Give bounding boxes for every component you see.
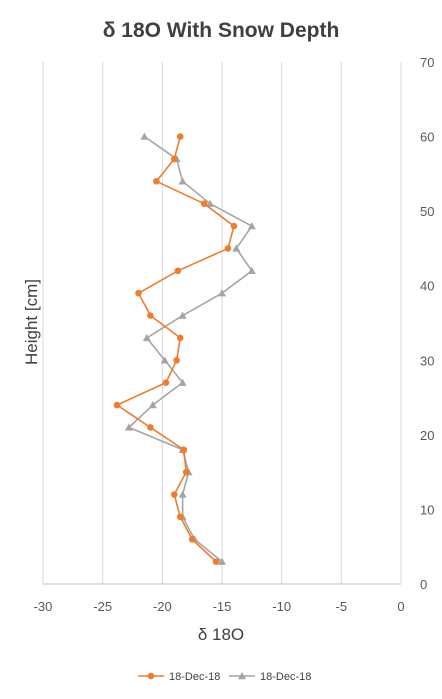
data-point: [247, 266, 256, 274]
data-point: [174, 267, 182, 275]
data-point: [142, 333, 151, 342]
data-point: [176, 334, 184, 342]
y-tick-label: 20: [420, 428, 434, 443]
x-tick-label: -15: [213, 599, 232, 614]
y-tick-label: 10: [420, 502, 434, 517]
data-point: [178, 177, 187, 185]
series-line: [128, 135, 253, 563]
data-point: [200, 200, 208, 207]
data-point: [140, 132, 149, 140]
x-tick-label: -30: [34, 599, 53, 614]
chart-title: δ 18O With Snow Depth: [103, 19, 340, 42]
x-tick-label: -10: [272, 599, 291, 614]
data-point: [148, 401, 157, 409]
x-tick-label: -5: [336, 599, 348, 614]
data-point: [170, 155, 178, 163]
legend-label: 18-Dec-18: [169, 671, 220, 683]
data-point: [170, 491, 178, 498]
data-point: [206, 199, 215, 207]
data-point: [160, 356, 169, 364]
data-point: [188, 535, 196, 543]
data-point: [212, 558, 220, 565]
data-point: [247, 222, 256, 230]
gridlines: [42, 62, 402, 584]
data-point: [182, 468, 190, 476]
data-point: [162, 379, 170, 386]
series-1: [113, 133, 238, 565]
y-tick-label: 70: [420, 55, 434, 70]
data-point: [180, 446, 188, 454]
data-point: [178, 311, 187, 319]
data-point: [238, 672, 246, 680]
y-tick-label: 0: [420, 577, 427, 592]
x-tick-label: -25: [93, 599, 112, 614]
data-point: [218, 289, 226, 297]
data-point: [173, 356, 180, 364]
data-point: [147, 424, 154, 431]
data-point: [178, 378, 187, 386]
data-point: [218, 557, 226, 565]
x-tick-label: 0: [397, 599, 404, 614]
data-point: [147, 672, 155, 680]
data-point: [135, 289, 142, 297]
data-point: [176, 513, 184, 521]
data-point: [232, 244, 241, 252]
data-point: [230, 222, 238, 230]
legend-label: 18-Dec-18: [260, 671, 311, 683]
legend: 18-Dec-18 18-Dec-18: [138, 671, 311, 683]
data-point: [124, 423, 133, 431]
legend-item: 18-Dec-18: [138, 671, 220, 683]
data-point: [178, 490, 187, 498]
data-point: [153, 178, 160, 185]
y-tick-label: 30: [420, 353, 434, 368]
data-point: [176, 133, 184, 140]
series-group: [113, 132, 256, 565]
x-axis-label: δ 18O: [198, 625, 244, 644]
y-tick-label: 40: [420, 279, 434, 294]
y-tick-label: 60: [420, 130, 434, 145]
x-tick-label: -20: [153, 599, 172, 614]
y-tick-label: 50: [420, 204, 434, 219]
data-point: [147, 312, 154, 319]
data-point: [224, 245, 232, 252]
axes: -30 -25 -20 -15 -10 -5 0 0 10 20 30 40 50 60 70: [34, 55, 435, 614]
y-axis-label: Height [cm]: [22, 279, 41, 365]
data-point: [113, 401, 121, 409]
series-line: [116, 136, 235, 563]
legend-item: 18-Dec-18: [229, 671, 311, 683]
